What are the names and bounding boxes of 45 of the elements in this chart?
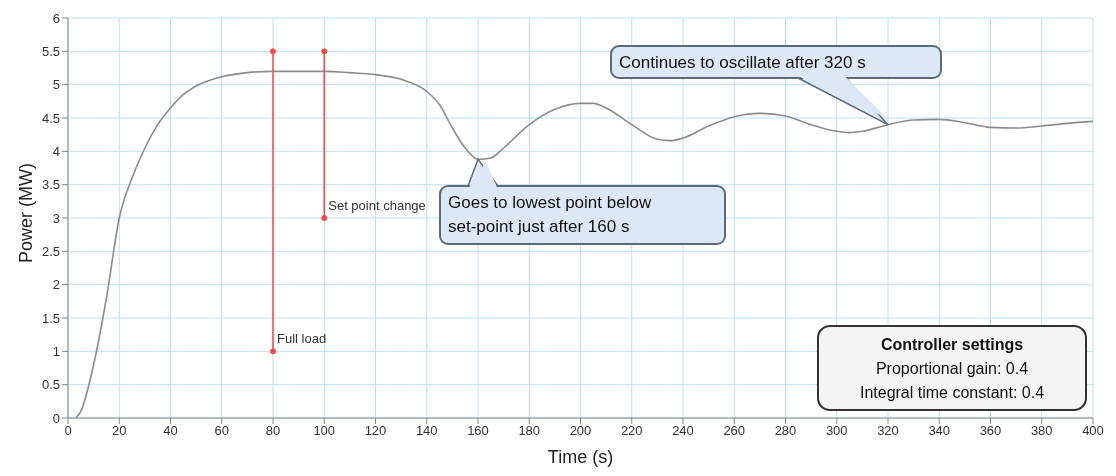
callout-box: Continues to oscillate after 320 s [610, 45, 942, 126]
x-tick-label: 100 [313, 423, 336, 439]
x-tick-label: 260 [723, 423, 746, 439]
x-tick-label: 400 [1082, 423, 1104, 439]
annotation: Proportional gain: 0.4 [875, 360, 1029, 377]
x-tick-label: 180 [518, 423, 541, 439]
annotation: Continues to oscillate after 320 s [619, 53, 866, 72]
settings-box: Controller settings Proportional gain: 0.4 Integral time constant: 0.4 [817, 325, 1087, 411]
x-tick-label: 200 [569, 423, 592, 439]
y-tick-label: 3.5 [41, 177, 60, 193]
annotation: Controller settings [880, 336, 1024, 353]
x-tick-label: 120 [364, 423, 387, 439]
y-tick-label: 5.5 [41, 43, 60, 59]
x-tick-label: 360 [979, 423, 1002, 439]
x-tick-label: 160 [467, 423, 489, 439]
x-axis-title: Time (s) [547, 447, 614, 467]
x-tick-label: 60 [214, 423, 229, 439]
y-tick-label: 3 [52, 210, 60, 226]
y-axis-title: Power (MW) [16, 163, 37, 263]
y-tick-label: 2.5 [41, 243, 60, 259]
annotation: Goes to lowest point below set-point just after 160 s [448, 193, 652, 236]
x-tick-label: 80 [265, 423, 281, 439]
x-tick-label: 0 [64, 423, 72, 439]
y-tick-label: 5 [52, 77, 60, 93]
x-tick-label: 380 [1030, 423, 1053, 439]
y-tick-label: 6 [52, 10, 60, 26]
annotation: Integral time constant: 0.4 [859, 384, 1045, 401]
y-tick-label: 1.5 [41, 310, 60, 326]
series-label: Full load [277, 331, 327, 347]
x-tick-label: 220 [620, 423, 643, 439]
x-tick-label: 300 [825, 423, 848, 439]
x-tick-label: 280 [774, 423, 797, 439]
x-tick-label: 40 [163, 423, 178, 439]
x-tick-label: 240 [672, 423, 694, 439]
x-tick-label: 20 [112, 423, 127, 439]
y-tick-label: 1 [52, 343, 60, 359]
y-tick-label: 0.5 [41, 377, 60, 393]
x-tick-label: 140 [415, 423, 438, 439]
y-tick-label: 2 [52, 277, 60, 293]
y-tick-label: 0 [52, 410, 60, 426]
series-label: Set point change [328, 198, 426, 213]
y-tick-label: 4.5 [41, 110, 60, 126]
x-tick-label: 340 [928, 423, 951, 439]
y-tick-label: 4 [52, 143, 60, 159]
x-tick-label: 320 [877, 423, 899, 439]
